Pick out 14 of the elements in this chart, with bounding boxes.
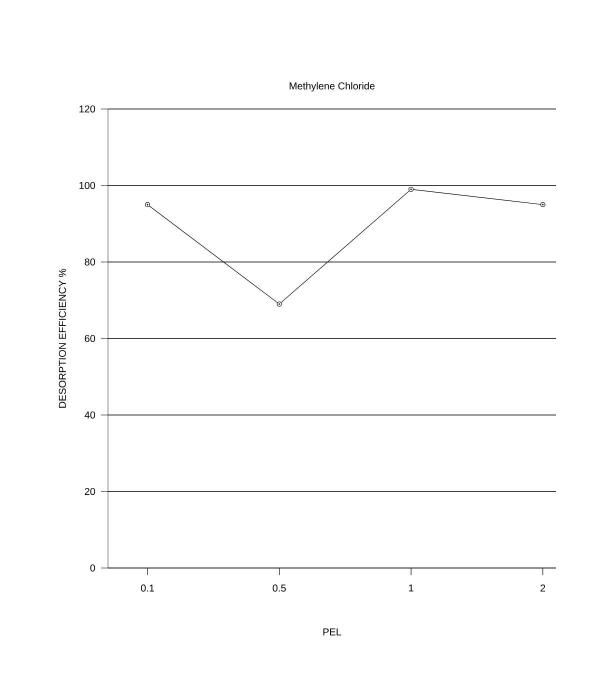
x-tick-label: 1 (409, 584, 414, 592)
x-tick-label: 0.5 (272, 584, 286, 592)
y-axis-title: DESORPTION EFFICIENCY % (58, 268, 66, 408)
y-tick-label: 60 (84, 334, 96, 342)
y-tick-label: 80 (84, 258, 96, 266)
y-tick-label: 0 (90, 564, 96, 572)
y-tick-label: 120 (80, 105, 96, 113)
x-tick-label: 2 (540, 584, 546, 592)
y-tick-label: 20 (84, 488, 96, 496)
y-tick-label: 40 (84, 411, 96, 419)
x-tick-label: 0.1 (140, 584, 154, 592)
y-tick-label: 100 (80, 182, 96, 190)
chart-title: Methylene Chloride (290, 82, 375, 92)
x-axis-title: PEL (323, 628, 342, 636)
